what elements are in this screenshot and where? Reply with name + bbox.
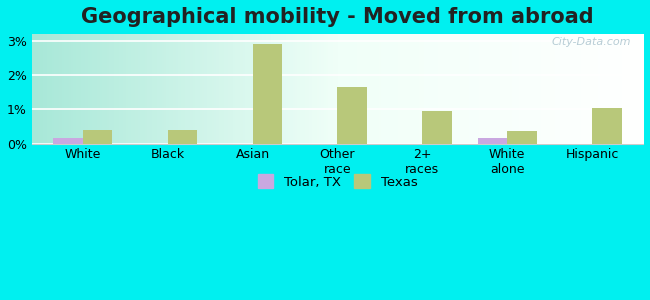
Legend: Tolar, TX, Texas: Tolar, TX, Texas xyxy=(252,169,422,194)
Bar xyxy=(253,44,282,143)
Bar xyxy=(422,111,452,143)
Bar xyxy=(337,87,367,143)
Text: City-Data.com: City-Data.com xyxy=(551,37,631,47)
Bar xyxy=(168,130,198,143)
Title: Geographical mobility - Moved from abroad: Geographical mobility - Moved from abroa… xyxy=(81,7,593,27)
Bar xyxy=(592,108,622,143)
Bar xyxy=(507,130,537,143)
Bar xyxy=(478,138,507,143)
Bar xyxy=(83,130,112,143)
Bar xyxy=(53,138,83,143)
